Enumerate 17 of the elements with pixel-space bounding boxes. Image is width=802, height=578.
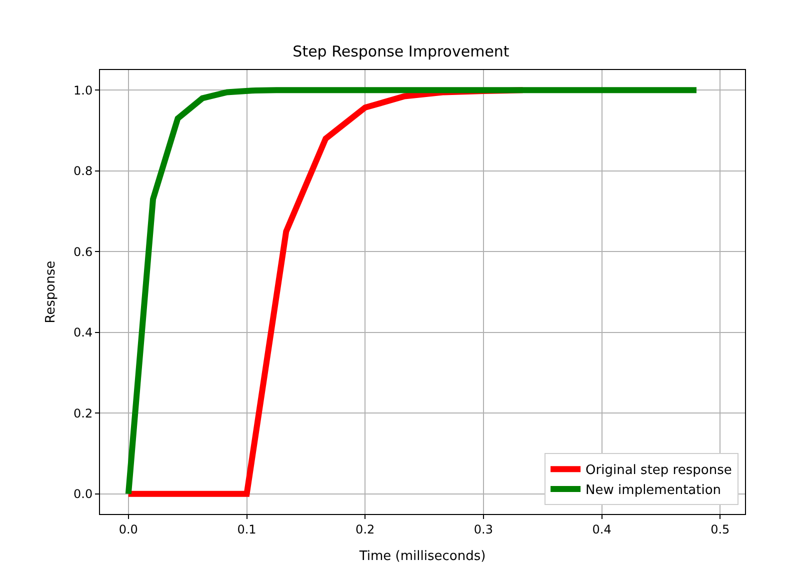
y-tick-label: 0.8 [74,164,93,178]
legend-label: Original step response [586,463,732,478]
x-tick-label: 0.1 [237,522,256,536]
x-tick-label: 0.4 [592,522,612,536]
y-tick-label: 0.6 [74,244,93,259]
y-tick-label: 0.2 [74,406,93,420]
x-tick-label: 0.3 [474,522,493,536]
legend-label: New implementation [586,483,722,498]
y-tick-label: 0.4 [74,326,93,340]
x-axis-title: Time (milliseconds) [358,549,486,564]
chart-title: Step Response Improvement [292,42,510,61]
x-tick-label: 0.2 [356,522,375,536]
x-tick-label: 0.0 [118,522,138,536]
y-tick-label: 0.0 [74,487,93,502]
y-axis-title: Response [43,260,58,324]
x-tick-label: 0.5 [710,522,730,536]
y-tick-label: 1.0 [74,83,93,98]
